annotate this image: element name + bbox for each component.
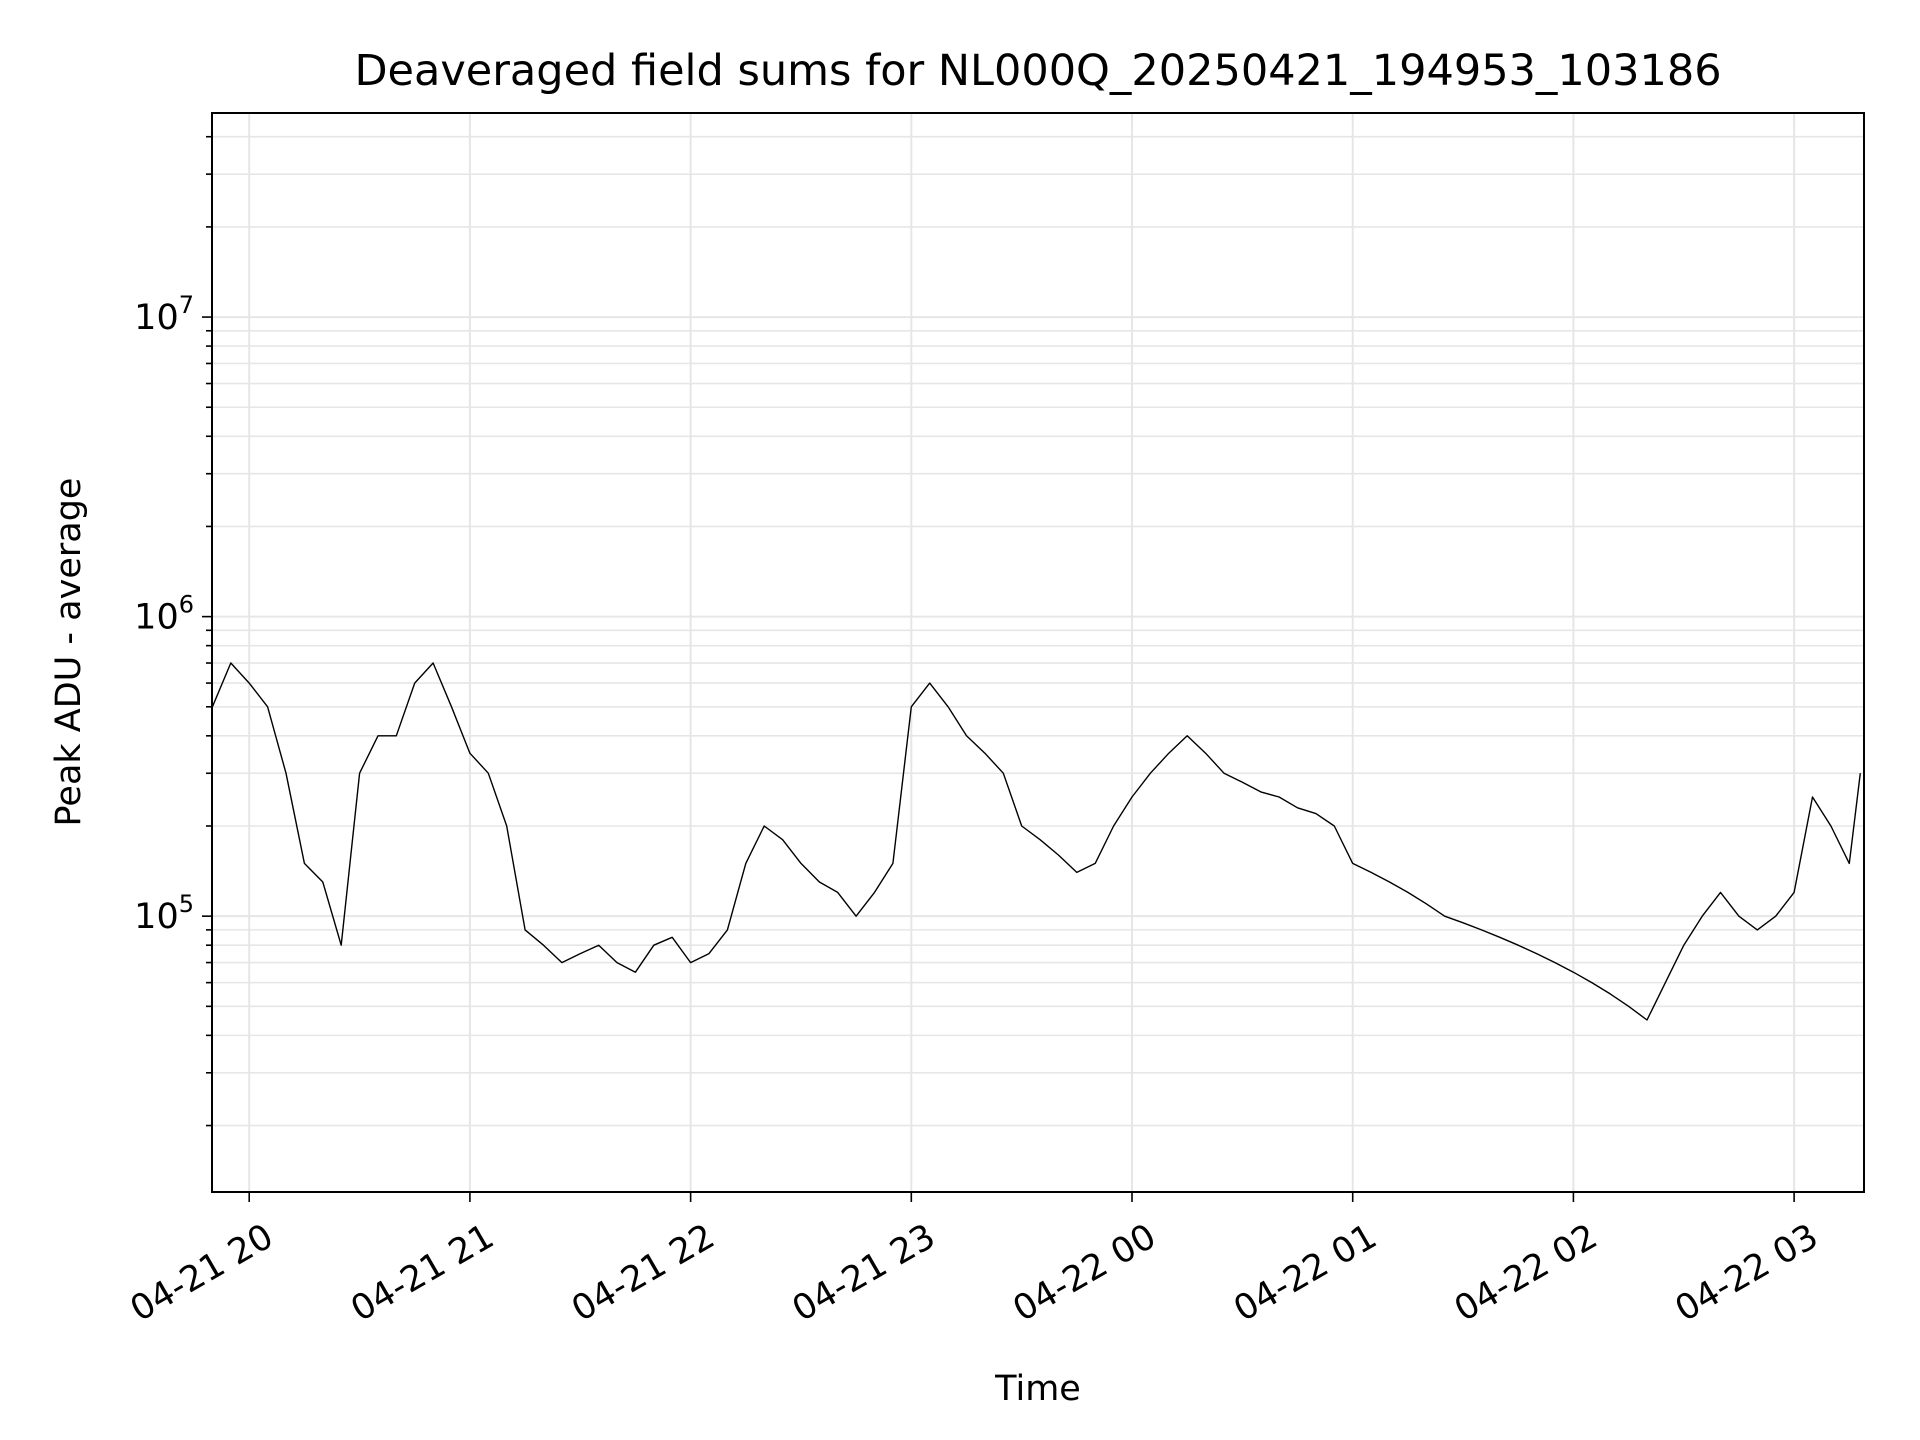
series-line [211, 662, 1861, 1021]
y-axis-label: Peak ADU - average [49, 478, 89, 827]
x-axis-label: Time [994, 1369, 1081, 1409]
plot-frame [211, 112, 1865, 1193]
data-series [211, 662, 1861, 1021]
chart-title: Deaveraged field sums for NL000Q_2025042… [354, 46, 1721, 96]
y-tick-label: 107 [134, 291, 194, 338]
y-tick-label: 105 [134, 890, 194, 937]
plot-area-background [212, 113, 1864, 1192]
grid [212, 113, 1864, 1192]
y-tick-label: 106 [134, 591, 194, 638]
